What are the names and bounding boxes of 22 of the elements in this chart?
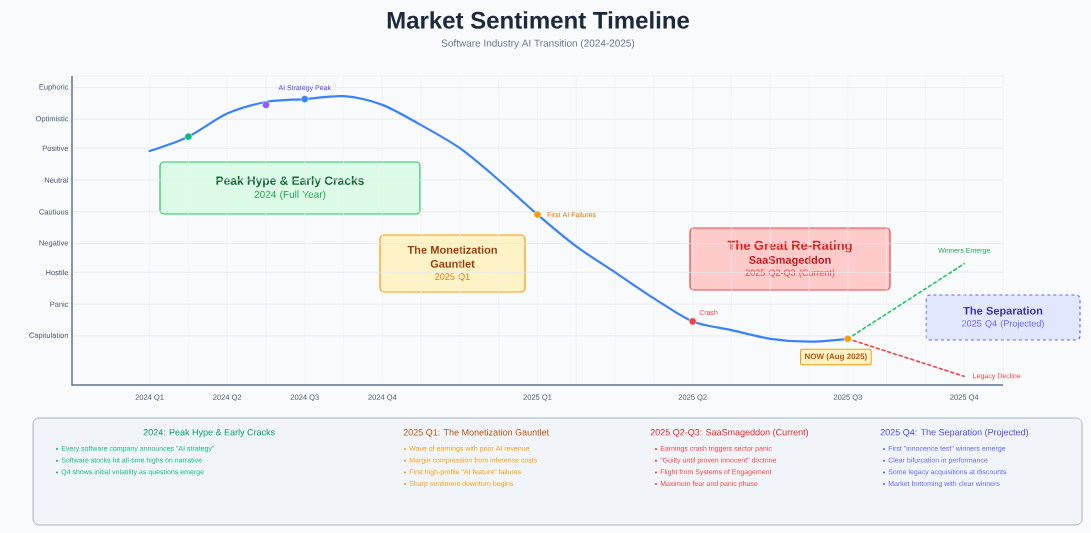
- annotation: NOW (Aug 2025): [805, 353, 867, 361]
- annotation: The Great Re-Rating: [727, 240, 852, 253]
- point: [688, 317, 697, 326]
- annotation: 2025 Q4 (Projected): [962, 320, 1044, 329]
- annotation: SaaSmageddon: [749, 255, 831, 267]
- chart-title: Market Sentiment Timeline: [387, 11, 690, 29]
- chart-subtitle: Software Industry AI Transition (2024-2025): [441, 39, 635, 49]
- point: [844, 334, 852, 343]
- annotation: 2024 (Full Year): [254, 190, 326, 200]
- text: 2025 Q1: The Monetization Gauntlet: [403, 428, 550, 438]
- text: 2025 Q2-Q3: SaaSmageddon (Current): [650, 428, 809, 438]
- point: [262, 101, 270, 109]
- annotation: 2025 Q2-Q3 (Current): [745, 269, 835, 278]
- annotation: The Separation: [963, 306, 1043, 317]
- annotation: 2025 Q1: [435, 273, 470, 282]
- text: 2024: Peak Hype & Early Cracks: [143, 428, 275, 438]
- text: 2025 Q4: The Separation (Projected): [880, 428, 1029, 438]
- annotation: Peak Hype & Early Cracks: [216, 176, 364, 188]
- point: [533, 210, 542, 219]
- annotation: The Monetization Gauntlet: [407, 245, 497, 268]
- point: [184, 132, 193, 141]
- point: [300, 95, 309, 103]
